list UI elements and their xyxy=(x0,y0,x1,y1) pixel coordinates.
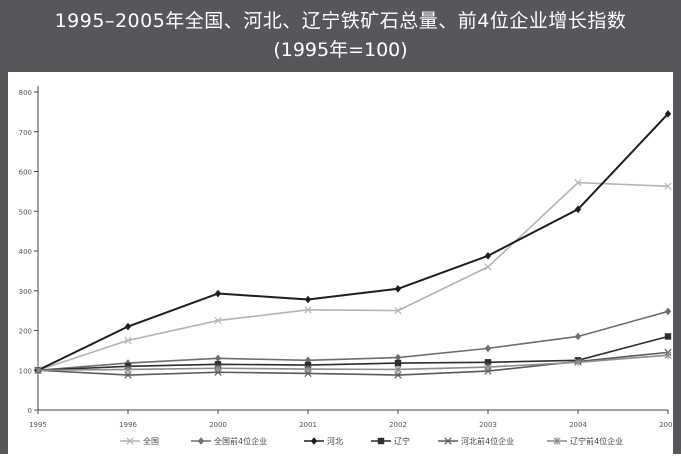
data-point-s5-3 xyxy=(304,365,312,373)
x-tick-label: 1996 xyxy=(119,421,137,429)
chart-title: 1995–2005年全国、河北、辽宁铁矿石总量、前4位企业增长指数 xyxy=(54,10,627,32)
legend-label: 河北前4位企业 xyxy=(461,436,514,446)
line-chart: 0 100 200 300 400 500 600 700 800 1995 1996 2000 200… xyxy=(19,86,677,446)
data-point-s0-4 xyxy=(394,307,402,315)
data-point-s4-4 xyxy=(394,371,402,379)
data-point-s1-6 xyxy=(574,332,582,341)
y-tick-label: 600 xyxy=(19,169,32,177)
legend-marker xyxy=(377,437,385,445)
y-tick-label: 800 xyxy=(19,89,32,97)
legend-label: 河北 xyxy=(327,436,343,446)
legend-label: 全国前4位企业 xyxy=(214,436,267,446)
data-point-s5-4 xyxy=(394,365,402,374)
legend-label: 全国 xyxy=(143,436,159,446)
data-point-s0-7 xyxy=(664,182,672,190)
x-tick-label: 1995 xyxy=(29,421,47,429)
data-point-s0-2 xyxy=(214,316,222,325)
data-point-s5-5 xyxy=(484,363,492,371)
data-point-s2-1 xyxy=(124,322,132,331)
y-tick-label: 200 xyxy=(19,328,32,336)
chart-title-bar: 1995–2005年全国、河北、辽宁铁矿石总量、前4位企业增长指数 (1995年… xyxy=(0,0,681,72)
data-point-s1-4 xyxy=(394,353,402,362)
y-tick-label: 100 xyxy=(19,367,32,375)
legend-marker xyxy=(444,437,452,445)
data-point-s2-7 xyxy=(664,110,672,118)
data-point-s2-6 xyxy=(574,205,582,214)
y-tick-label: 300 xyxy=(19,288,32,296)
series-line-5 xyxy=(37,354,669,372)
x-tick-label: 2005 xyxy=(659,421,673,429)
y-tick-label: 0 xyxy=(28,407,32,415)
data-point-s3-7 xyxy=(664,333,672,340)
data-point-s0-6 xyxy=(574,179,582,187)
data-point-s0-3 xyxy=(304,306,312,314)
legend-marker xyxy=(310,437,318,445)
series-line-0 xyxy=(37,181,669,372)
x-tick-label: 2003 xyxy=(479,421,497,429)
data-point-s5-0 xyxy=(34,366,42,374)
data-point-s5-2 xyxy=(214,364,222,372)
legend-label: 辽宁前4位企业 xyxy=(570,436,623,446)
data-point-s2-4 xyxy=(394,284,402,293)
data-point-s2-5 xyxy=(484,251,492,260)
x-tick-label: 2002 xyxy=(389,421,407,429)
data-point-s1-7 xyxy=(664,307,672,316)
data-point-s5-7 xyxy=(664,351,672,359)
series-line-3 xyxy=(37,335,669,372)
series-line-1 xyxy=(37,310,669,372)
data-point-s5-1 xyxy=(124,365,132,374)
legend-label: 辽宁 xyxy=(394,436,410,446)
data-point-s3-3 xyxy=(304,361,312,369)
data-point-s3-2 xyxy=(214,361,222,368)
data-point-s5-6 xyxy=(574,358,582,366)
data-point-s2-3 xyxy=(304,295,312,304)
legend-marker xyxy=(553,437,561,445)
chart-subtitle: (1995年=100) xyxy=(273,39,408,61)
data-point-s1-5 xyxy=(484,344,492,353)
legend-marker xyxy=(197,437,205,445)
x-tick-label: 2004 xyxy=(569,421,587,429)
data-point-s2-2 xyxy=(214,289,222,298)
data-point-s0-5 xyxy=(484,263,492,271)
data-point-s1-2 xyxy=(214,354,222,363)
y-tick-label: 700 xyxy=(19,129,32,137)
series-line-2 xyxy=(37,113,669,372)
y-tick-label: 400 xyxy=(19,248,32,256)
y-tick-label: 500 xyxy=(19,208,32,216)
plot-area: 0 100 200 300 400 500 600 700 800 1995 1996 2000 200… xyxy=(0,72,681,454)
data-point-s3-5 xyxy=(484,359,492,366)
x-tick-label: 2001 xyxy=(299,421,317,429)
data-point-s3-4 xyxy=(394,359,402,367)
data-point-s4-1 xyxy=(124,371,132,379)
data-point-s0-1 xyxy=(124,336,132,345)
legend-marker xyxy=(126,437,134,445)
x-tick-label: 2000 xyxy=(209,421,227,429)
